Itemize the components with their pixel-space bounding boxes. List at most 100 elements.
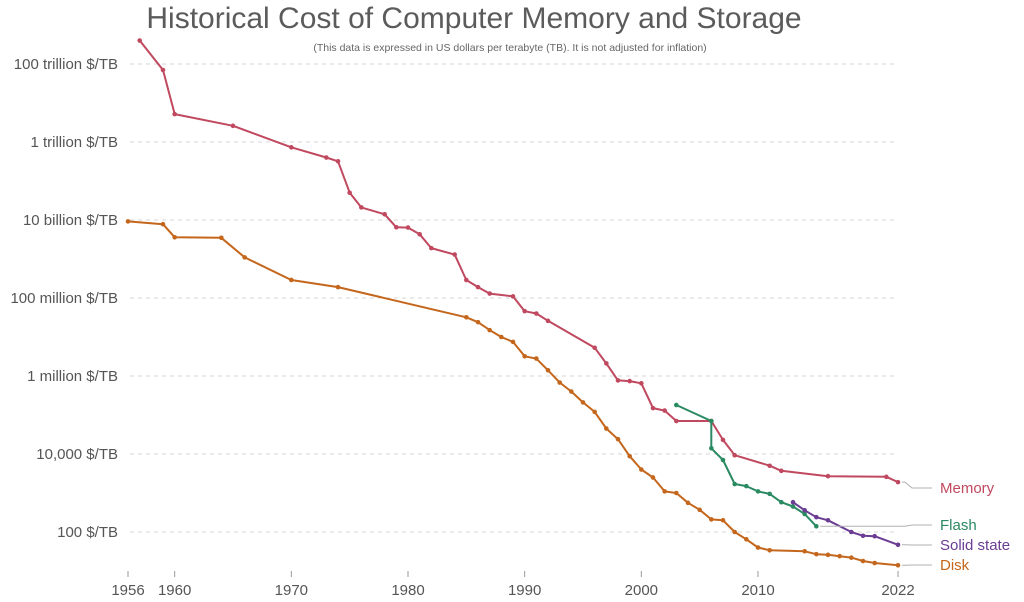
y-tick-label: 100 million $/TB bbox=[10, 290, 118, 307]
data-point bbox=[732, 452, 737, 458]
data-point bbox=[522, 353, 527, 359]
data-point bbox=[545, 318, 551, 324]
data-point bbox=[662, 489, 667, 494]
x-tick-label: 2010 bbox=[741, 582, 774, 599]
data-point bbox=[767, 547, 772, 553]
data-point bbox=[697, 507, 702, 513]
data-point bbox=[487, 291, 492, 296]
series-solid-state bbox=[790, 499, 901, 548]
data-point bbox=[335, 158, 341, 164]
data-point bbox=[160, 221, 166, 227]
data-point bbox=[464, 277, 469, 283]
data-point bbox=[639, 380, 644, 386]
data-point bbox=[814, 551, 819, 557]
data-point bbox=[230, 123, 236, 129]
data-point bbox=[499, 334, 504, 340]
data-point bbox=[720, 437, 726, 443]
series-disk bbox=[125, 219, 901, 568]
data-point bbox=[475, 319, 481, 325]
grid-lines bbox=[130, 63, 898, 533]
data-point bbox=[744, 536, 749, 542]
data-point bbox=[884, 474, 889, 480]
data-point bbox=[674, 490, 679, 496]
x-axis-ticks: 1956 1960 1970 1980 1990 2000 2010 2022 bbox=[111, 571, 915, 599]
x-tick-label: 1960 bbox=[158, 582, 191, 599]
data-point bbox=[860, 533, 866, 539]
data-point bbox=[534, 311, 539, 316]
data-point bbox=[545, 368, 551, 373]
data-point bbox=[580, 400, 586, 405]
x-tick-label: 2000 bbox=[625, 582, 658, 599]
data-point bbox=[639, 467, 644, 472]
data-point bbox=[417, 231, 422, 237]
data-point bbox=[615, 436, 621, 442]
data-point bbox=[429, 245, 434, 251]
data-point bbox=[779, 468, 784, 474]
data-point bbox=[172, 235, 177, 240]
legend-label-memory: Memory bbox=[940, 480, 995, 497]
data-point bbox=[755, 489, 761, 494]
data-point bbox=[125, 219, 131, 224]
data-point bbox=[650, 475, 656, 480]
data-point bbox=[487, 327, 492, 333]
data-point bbox=[802, 511, 807, 517]
data-point bbox=[662, 408, 667, 413]
data-point bbox=[534, 356, 539, 361]
data-point bbox=[849, 529, 854, 535]
data-point bbox=[837, 553, 842, 559]
data-point bbox=[394, 224, 399, 230]
data-point bbox=[382, 212, 387, 217]
data-point bbox=[779, 499, 784, 505]
chart-title: Historical Cost of Computer Memory and S… bbox=[146, 2, 802, 35]
series-memory bbox=[137, 38, 901, 485]
data-point bbox=[615, 378, 621, 383]
data-point bbox=[790, 504, 796, 509]
legend-label-solid-state: Solid state bbox=[940, 537, 1010, 554]
legend-label-disk: Disk bbox=[940, 557, 970, 574]
data-point bbox=[814, 514, 819, 520]
y-tick-label: 100 $/TB bbox=[57, 524, 118, 541]
y-tick-label: 10 billion $/TB bbox=[23, 212, 118, 229]
data-point bbox=[767, 463, 772, 469]
data-point bbox=[464, 314, 469, 320]
series-lines bbox=[125, 38, 901, 568]
legend-label-flash: Flash bbox=[940, 517, 977, 534]
data-point bbox=[475, 284, 481, 290]
series-line bbox=[792, 501, 899, 546]
data-point bbox=[172, 111, 177, 117]
data-point bbox=[627, 453, 632, 459]
data-point bbox=[627, 378, 632, 384]
data-point bbox=[802, 548, 807, 554]
data-point bbox=[592, 345, 597, 351]
data-point bbox=[452, 252, 457, 257]
data-point bbox=[685, 500, 691, 506]
data-point bbox=[895, 479, 901, 485]
series-line bbox=[675, 404, 818, 527]
data-point bbox=[720, 457, 726, 463]
data-point bbox=[522, 308, 527, 314]
data-point bbox=[289, 277, 294, 283]
data-point bbox=[674, 402, 679, 408]
data-point bbox=[895, 542, 901, 548]
data-point bbox=[674, 418, 679, 424]
data-point bbox=[137, 38, 142, 43]
data-point bbox=[732, 529, 737, 535]
data-point bbox=[650, 405, 656, 411]
data-point bbox=[324, 155, 329, 160]
data-point bbox=[510, 339, 516, 345]
x-tick-label: 1980 bbox=[391, 582, 424, 599]
data-point bbox=[604, 426, 609, 431]
data-point bbox=[709, 418, 714, 424]
y-axis-ticks: 100 $/TB 10,000 $/TB 1 million $/TB 100 mil… bbox=[10, 56, 118, 541]
y-tick-label: 1 trillion $/TB bbox=[30, 134, 118, 151]
series-line bbox=[138, 39, 899, 484]
x-tick-label: 2022 bbox=[881, 582, 914, 599]
y-tick-label: 1 million $/TB bbox=[27, 368, 118, 385]
legend-connector bbox=[820, 524, 932, 527]
data-point bbox=[160, 67, 166, 73]
data-point bbox=[569, 389, 574, 394]
data-point bbox=[709, 517, 714, 522]
chart-subtitle: (This data is expressed in US dollars pe… bbox=[313, 42, 707, 54]
legend-connector bbox=[902, 481, 932, 489]
